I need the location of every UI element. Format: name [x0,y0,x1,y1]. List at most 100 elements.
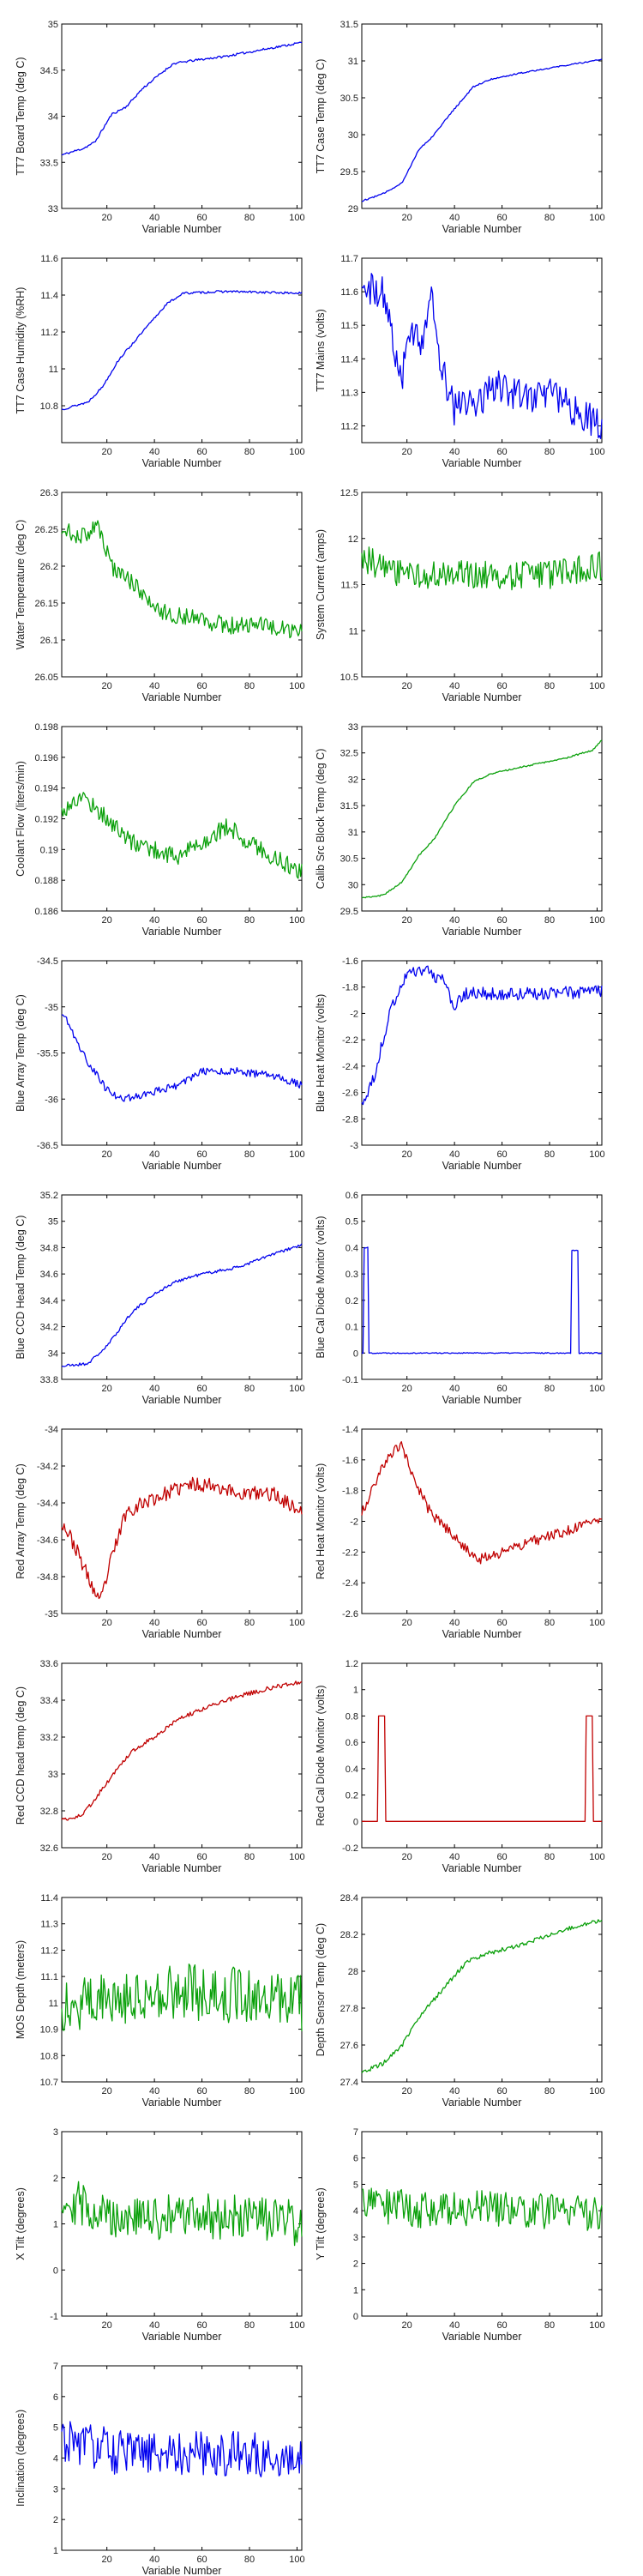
x-tick-label: 60 [496,2086,507,2096]
y-axis-label: TT7 Case Temp (deg C) [315,59,327,174]
x-tick-label: 40 [449,681,460,691]
x-axis-label: Variable Number [442,457,522,469]
x-tick-label: 40 [149,2555,159,2565]
y-axis-label: Inclination (degrees) [15,2410,27,2507]
x-tick-label: 100 [289,1618,304,1628]
chart-panel-3: 20 40 60 80 100 10.8 11 11.2 11.4 11.6 Variable Nu… [0,234,322,469]
x-tick-label: 60 [196,1149,207,1160]
y-axis-label: Depth Sensor Temp (deg C) [315,1923,327,2056]
chart-svg: 20 40 60 80 100 27.4 27.6 27.8 28 28.2 28.4 Variabl… [315,1893,605,2108]
y-tick-label: 6 [53,2392,58,2403]
y-tick-label: 0.5 [346,1217,358,1228]
y-tick-label: 0.6 [346,1738,358,1748]
y-tick-label: 1 [353,1686,358,1696]
plot-frame [61,960,303,1146]
x-tick-label: 100 [289,1852,304,1862]
x-tick-label: 20 [402,681,412,691]
y-tick-label: 3 [353,2233,358,2243]
chart-panel-4: 20 40 60 80 100 11.2 11.3 11.4 11.5 11.6 11.7 Varia… [300,234,622,469]
y-tick-label: 29 [348,204,358,214]
y-tick-label: 27.8 [340,2004,358,2014]
plot-frame [61,726,303,912]
y-tick-label: 0 [53,2265,58,2276]
x-tick-label: 80 [544,1384,555,1394]
y-tick-label: 1 [53,2546,58,2556]
chart-svg: 20 40 60 80 100 32.6 32.8 33 33.2 33.4 33.6 Variabl… [15,1659,305,1874]
y-tick-label: 30 [348,880,358,890]
y-tick-label: 26.2 [40,562,58,572]
x-tick-label: 80 [244,2555,255,2565]
x-tick-label: 20 [102,447,112,457]
chart-svg: 20 40 60 80 100 10.5 11 11.5 12 12.5 Variable Numb… [315,488,605,703]
plot-frame [361,1194,603,1380]
x-tick-label: 100 [589,681,604,691]
plot-frame [361,960,603,1146]
series-line [362,1715,602,1822]
y-tick-label: 28 [348,1967,358,1977]
y-axis-label: Blue CCD Head Temp (deg C) [15,1216,27,1360]
y-tick-label: 11.6 [340,287,358,298]
x-tick-label: 80 [544,1149,555,1160]
x-tick-label: 100 [289,681,304,691]
x-tick-label: 40 [449,915,460,926]
x-tick-label: 100 [589,1618,604,1628]
plot-frame [361,2131,603,2317]
chart-panel-10: 20 40 60 80 100 -3 -2.8 -2.6 -2.4 -2.2 -2 -1.8 -1.6 V… [300,937,622,1172]
y-axis-label: Coolant Flow (liters/min) [15,761,27,877]
y-tick-label: -1.6 [342,956,358,967]
plot-frame [61,1897,303,2083]
y-tick-label: -0.2 [342,1843,358,1854]
chart-panel-15: 20 40 60 80 100 32.6 32.8 33 33.2 33.4 33.6 Variabl… [0,1639,322,1874]
x-axis-label: Variable Number [442,1394,522,1406]
plot-frame [61,257,303,443]
y-tick-label: -2.8 [342,1114,358,1125]
series-line [361,1441,603,1565]
x-tick-label: 100 [289,1149,304,1160]
x-tick-label: 100 [589,1149,604,1160]
y-tick-label: 2 [53,2174,58,2184]
y-axis-label: MOS Depth (meters) [15,1940,27,2039]
x-tick-label: 40 [149,213,159,223]
x-tick-label: 100 [589,447,604,457]
x-tick-label: 20 [402,447,412,457]
y-tick-label: 35 [48,20,58,30]
y-tick-label: 29.5 [340,907,358,917]
y-axis-label: Water Temperature (deg C) [15,520,27,649]
x-tick-label: 20 [102,213,112,223]
series-line [61,1476,303,1600]
plot-frame [61,1662,303,1849]
chart-panel-20: 20 40 60 80 100 0 1 2 3 4 5 6 7 Variable Number Y Tilt… [300,2108,622,2343]
y-axis-label: TT7 Mains (volts) [315,309,327,392]
y-tick-label: 7 [353,2127,358,2138]
y-axis-label: TT7 Case Humidity (%RH) [15,287,27,414]
y-tick-label: 34.4 [40,1296,58,1306]
x-axis-label: Variable Number [142,2096,222,2108]
y-tick-label: 6 [353,2154,358,2164]
y-tick-label: 11.4 [340,354,358,365]
chart-panel-6: 20 40 60 80 100 10.5 11 11.5 12 12.5 Variable Numb… [300,468,622,703]
y-axis-label: Blue Heat Monitor (volts) [315,994,327,1113]
series-line [361,546,603,591]
x-axis-label: Variable Number [442,926,522,938]
x-axis-label: Variable Number [142,1160,222,1172]
x-tick-label: 20 [102,1384,112,1394]
x-tick-label: 80 [544,447,555,457]
y-tick-label: 3 [53,2127,58,2138]
y-tick-label: 34.5 [40,66,58,76]
x-tick-label: 20 [402,1384,412,1394]
x-tick-label: 60 [196,213,207,223]
x-tick-label: 60 [196,447,207,457]
y-tick-label: 11 [349,626,358,636]
y-tick-label: 26.15 [34,599,58,609]
x-tick-label: 20 [102,2086,112,2096]
y-tick-label: 30 [348,130,358,141]
x-tick-label: 60 [496,1852,507,1862]
chart-panel-16: 20 40 60 80 100 -0.2 0 0.2 0.4 0.6 0.8 1 1.2 Variable… [300,1639,622,1874]
x-tick-label: 20 [102,915,112,926]
plot-frame [61,492,303,678]
y-tick-label: 31.5 [340,801,358,811]
x-tick-label: 80 [244,1384,255,1394]
y-tick-label: 0.19 [40,845,58,855]
chart-svg: 20 40 60 80 100 26.05 26.1 26.15 26.2 26.25 26.3 Va… [15,488,305,703]
y-tick-label: 33 [48,1770,58,1780]
